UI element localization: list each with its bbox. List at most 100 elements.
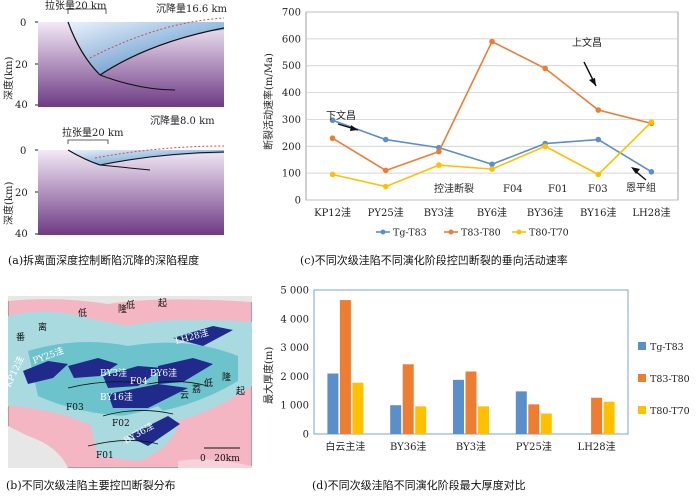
d-bar-1-3 <box>528 404 540 434</box>
c-xtick-label: KP12洼 <box>314 206 351 219</box>
c-annot-f03: F03 <box>588 184 608 195</box>
tick-bottom-0: 0 <box>20 146 26 157</box>
c-point-2-0 <box>329 171 336 178</box>
c-xtick-label: LH28洼 <box>632 206 670 219</box>
d-bar-2-2 <box>478 406 489 434</box>
d-bar-2-3 <box>540 413 552 434</box>
d-bar-0-3 <box>515 391 527 434</box>
d-ytick-label: 3 000 <box>280 343 309 354</box>
c-annot-konwa: 控洼断裂 <box>434 182 474 195</box>
caption-c: (c)不同次级洼陷不同演化阶段控凹断裂的垂向活动速率 <box>300 254 568 267</box>
d-legend-swatch-1 <box>638 374 646 382</box>
panel-c-svg: 断裂活动速率(m/Ma) 0 100 200 300 400 500 600 700 KP12洼… <box>262 8 679 239</box>
c-annot-shangwenchang: 上文昌 <box>572 36 602 49</box>
d-bar-1-1 <box>402 364 414 434</box>
d-legend-label-0: Tg-T83 <box>650 342 684 353</box>
extension-bracket-bottom <box>67 139 109 144</box>
c-legend-label-0: Tg-T83 <box>393 228 427 239</box>
d-bar-1-4 <box>591 397 603 434</box>
map-label-li: 离 <box>38 321 47 333</box>
panel-d: 最大厚度(m) 0 1 000 2 000 3 000 4 000 5 000 白云主洼 BY… <box>258 284 700 474</box>
c-point-1-0 <box>329 135 336 142</box>
map-label-long2: 隆 <box>222 371 231 383</box>
d-legend-label-2: T80-T70 <box>650 406 690 417</box>
map-land-top <box>8 296 252 304</box>
c-ytick-label: 600 <box>282 34 301 45</box>
d-bar-2-1 <box>415 406 427 434</box>
detachment-top <box>99 27 225 76</box>
d-xtick-label: PY25洼 <box>516 440 552 453</box>
map-label-f02: F02 <box>112 419 130 429</box>
panel-d-svg: 最大厚度(m) 0 1 000 2 000 3 000 4 000 5 000 白云主洼 BY… <box>262 286 690 454</box>
tick-top-0: 0 <box>20 18 26 29</box>
panel-c: 断裂活动速率(m/Ma) 0 100 200 300 400 500 600 700 KP12洼… <box>258 0 700 250</box>
tick-bottom-40: 40 <box>15 229 28 240</box>
c-point-0-3 <box>489 161 495 168</box>
c-legend-marker-2 <box>516 229 522 235</box>
panel-b-svg: KP12洼 PY25洼 BY3洼 F04 BY6洼 LH28洼 BY16洼 BY… <box>2 295 253 469</box>
d-ytick-label: 1 000 <box>280 401 309 412</box>
c-legend-marker-1 <box>448 229 454 235</box>
caption-b: (b)不同次级洼陷主要控凹断裂分布 <box>6 479 176 492</box>
c-point-1-5 <box>595 107 602 113</box>
detachment-bottom <box>99 151 225 166</box>
c-ytick-label: 300 <box>282 115 301 126</box>
c-point-0-6 <box>648 169 655 175</box>
c-ytick-label: 0 <box>295 196 301 207</box>
d-ytick-label: 4 000 <box>280 314 309 325</box>
c-point-1-3 <box>489 38 495 45</box>
tick-top-20: 20 <box>15 60 28 71</box>
d-ytick-label: 2 000 <box>280 372 309 383</box>
lower-line-bottom <box>99 164 151 171</box>
d-xtick-label: LH28洼 <box>578 440 616 453</box>
map-label-by6: BY6洼 <box>150 367 177 379</box>
c-annot-enping: 恩平组 <box>626 181 656 194</box>
map-label-f03: F03 <box>66 403 84 413</box>
fault-bottom <box>67 149 101 166</box>
sag-py25 <box>68 358 118 378</box>
c-point-2-3 <box>489 166 495 172</box>
map-label-f04: F04 <box>130 377 148 387</box>
c-series-line-2 <box>332 121 652 188</box>
c-series-line-1 <box>332 40 652 172</box>
map-label-di2: 低 <box>204 377 213 389</box>
extension-label-top: 拉张量20 km <box>45 0 107 12</box>
fault-lines <box>67 381 209 447</box>
c-point-0-1 <box>382 136 389 143</box>
depth-label-top: 深度(km) <box>2 57 15 100</box>
depth-label-bottom: 深度(km) <box>2 182 15 225</box>
basin-fill-top <box>68 22 224 75</box>
map-bottom-right <box>178 459 252 468</box>
dashed-red-bottom <box>94 145 225 159</box>
d-legend-label-1: T83-T80 <box>650 374 690 385</box>
c-ytick-label: 500 <box>282 61 301 72</box>
d-bar-2-0 <box>352 382 364 434</box>
map-label-fan: 番 <box>16 331 25 343</box>
sag-polygons <box>23 326 233 446</box>
c-arrowhead-en <box>631 167 640 174</box>
dashed-red-top <box>89 17 225 59</box>
c-point-0-0 <box>329 117 336 124</box>
caption-a: (a)拆离面深度控制断陷沉降的深陷程度 <box>8 254 200 267</box>
crust-block-bottom <box>38 150 224 235</box>
c-legend-label-1: T83-T80 <box>461 228 501 239</box>
c-xtick-label: BY36洼 <box>527 206 564 219</box>
c-ytick-label: 700 <box>282 8 301 19</box>
d-bar-1-2 <box>465 371 477 434</box>
c-point-2-5 <box>595 171 602 178</box>
map-label-qi: 起 <box>158 298 167 309</box>
caption-d: (d)不同次级洼陷不同演化阶段最大厚度对比 <box>312 479 526 492</box>
c-arrowhead-xia <box>350 125 358 131</box>
sag-by16 <box>108 384 188 408</box>
extension-bracket-top <box>67 8 107 14</box>
map-label-di3: 低 <box>126 299 135 311</box>
panel-b: KP12洼 PY25洼 BY3洼 F04 BY6洼 LH28洼 BY16洼 BY… <box>2 295 253 469</box>
map-label-long: 隆 <box>118 303 127 315</box>
map-label-yun: 云 <box>180 391 189 401</box>
d-ytick-label: 5 000 <box>280 286 309 297</box>
d-bar-2-4 <box>603 401 615 434</box>
c-xtick-label: BY16洼 <box>580 206 617 219</box>
c-point-2-6 <box>648 119 655 125</box>
map-label-by3: BY3洼 <box>100 367 127 379</box>
tick-bottom-20: 20 <box>15 188 28 199</box>
